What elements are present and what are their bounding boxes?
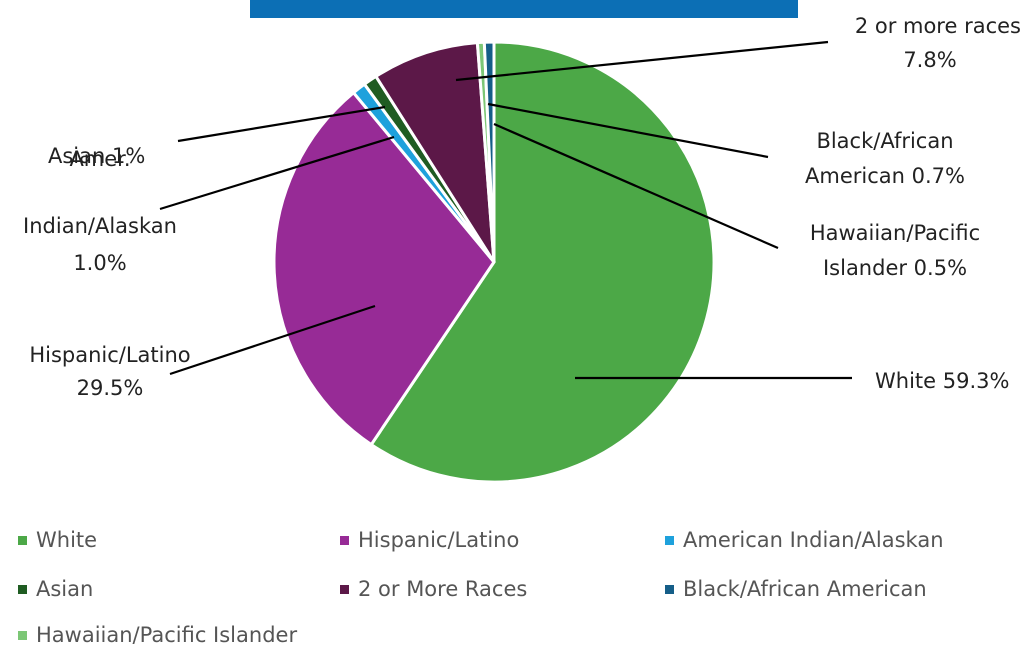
data-label-hispanic-latino: 29.5% [77,376,144,400]
data-label-asian: Asian 1% [48,144,145,168]
title-banner [250,0,798,18]
legend-item-hispanic-latino: Hispanic/Latino [340,528,519,552]
data-label-american-indian-alaskan: 1.0% [73,251,126,275]
legend-swatch [665,535,674,545]
data-label-american-indian-alaskan: Indian/Alaskan [23,214,177,238]
legend-swatch [18,584,27,594]
legend-label: Asian [36,577,94,601]
leader-line-hispanic-latino [169,304,376,376]
data-label-hawaiian-pacific-islander: Islander 0.5% [823,256,967,280]
data-label-2-or-more-races: 2 or more races [855,14,1021,38]
legend-swatch [340,535,349,545]
leader-line-american-indian-alaskan [159,135,395,211]
legend-label: American Indian/Alaskan [683,528,944,552]
data-label-hawaiian-pacific-islander: Hawaiian/Pacific [810,221,980,245]
legend-swatch [18,630,27,640]
legend-swatch [340,584,349,594]
leader-line-2-or-more-races [455,40,829,82]
pie-slice-white [369,40,716,484]
legend-swatch [18,535,27,545]
pie-slice-hispanic-latino [272,90,496,447]
leader-line-hawaiian-pacific-islander [493,122,779,250]
pie-slice-2-or-more-races [373,41,496,263]
data-label-american-indian-alaskan: Amer. [69,147,130,171]
legend-item-hawaiian-pacific-islander: Hawaiian/Pacific Islander [18,623,297,647]
leader-line-asian [177,105,386,143]
data-label-black-african-american: Black/African [816,129,953,153]
legend-item-asian: Asian [18,577,93,601]
leader-line-black-african-american [487,102,769,159]
legend-label: 2 or More Races [358,577,528,601]
data-label-black-african-american: American 0.7% [805,164,965,188]
legend-label: Hispanic/Latino [358,528,520,552]
legend-label: Hawaiian/Pacific Islander [36,623,298,647]
pie-slice-black-african-american [482,40,496,263]
data-label-white: White 59.3% [875,369,1009,393]
legend-label: Black/African American [683,577,927,601]
data-label-2-or-more-races: 7.8% [903,48,956,72]
data-label-hispanic-latino: Hispanic/Latino [29,343,190,367]
legend-swatch [665,584,674,594]
legend-item-2-or-more-races: 2 or More Races [340,577,527,601]
legend-item-black-african-american: Black/African American [665,577,927,601]
legend-item-american-indian-alaskan: American Indian/Alaskan [665,528,944,552]
legend-item-white: White [18,528,97,552]
legend-label: White [36,528,98,552]
